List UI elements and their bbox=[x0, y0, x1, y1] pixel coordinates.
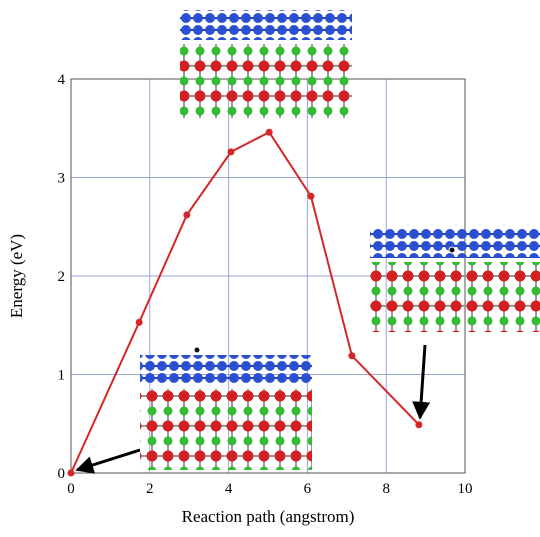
y-tick-label: 2 bbox=[58, 269, 66, 285]
y-tick-label: 1 bbox=[58, 368, 66, 384]
data-line bbox=[70, 130, 420, 474]
x-tick-label: 2 bbox=[146, 481, 154, 497]
data-point bbox=[415, 421, 423, 429]
y-tick-label: 0 bbox=[58, 466, 66, 482]
x-tick-label: 10 bbox=[458, 481, 473, 497]
arrow bbox=[412, 344, 431, 420]
data-layer: 0 2 4 6 8 10 0 1 2 3 4 bbox=[58, 72, 473, 497]
data-point bbox=[307, 192, 315, 200]
x-tick-label: 4 bbox=[225, 481, 233, 497]
x-axis-label: Reaction path (angstrom) bbox=[182, 507, 355, 526]
data-point bbox=[348, 352, 356, 360]
arrow bbox=[75, 448, 141, 474]
data-point bbox=[183, 211, 191, 219]
data-point bbox=[67, 469, 75, 477]
data-point bbox=[135, 318, 143, 326]
y-tick-label: 4 bbox=[58, 72, 66, 88]
data-point bbox=[227, 148, 235, 156]
x-tick-label: 8 bbox=[382, 481, 390, 497]
structure-inset bbox=[140, 346, 312, 470]
structure-inset bbox=[180, 10, 352, 118]
y-tick-label: 3 bbox=[58, 171, 66, 187]
structure-inset bbox=[370, 228, 540, 332]
data-point bbox=[265, 128, 273, 136]
x-tick-label: 6 bbox=[304, 481, 312, 497]
y-axis-label: Energy (eV) bbox=[7, 234, 26, 318]
x-tick-label: 0 bbox=[67, 481, 75, 497]
